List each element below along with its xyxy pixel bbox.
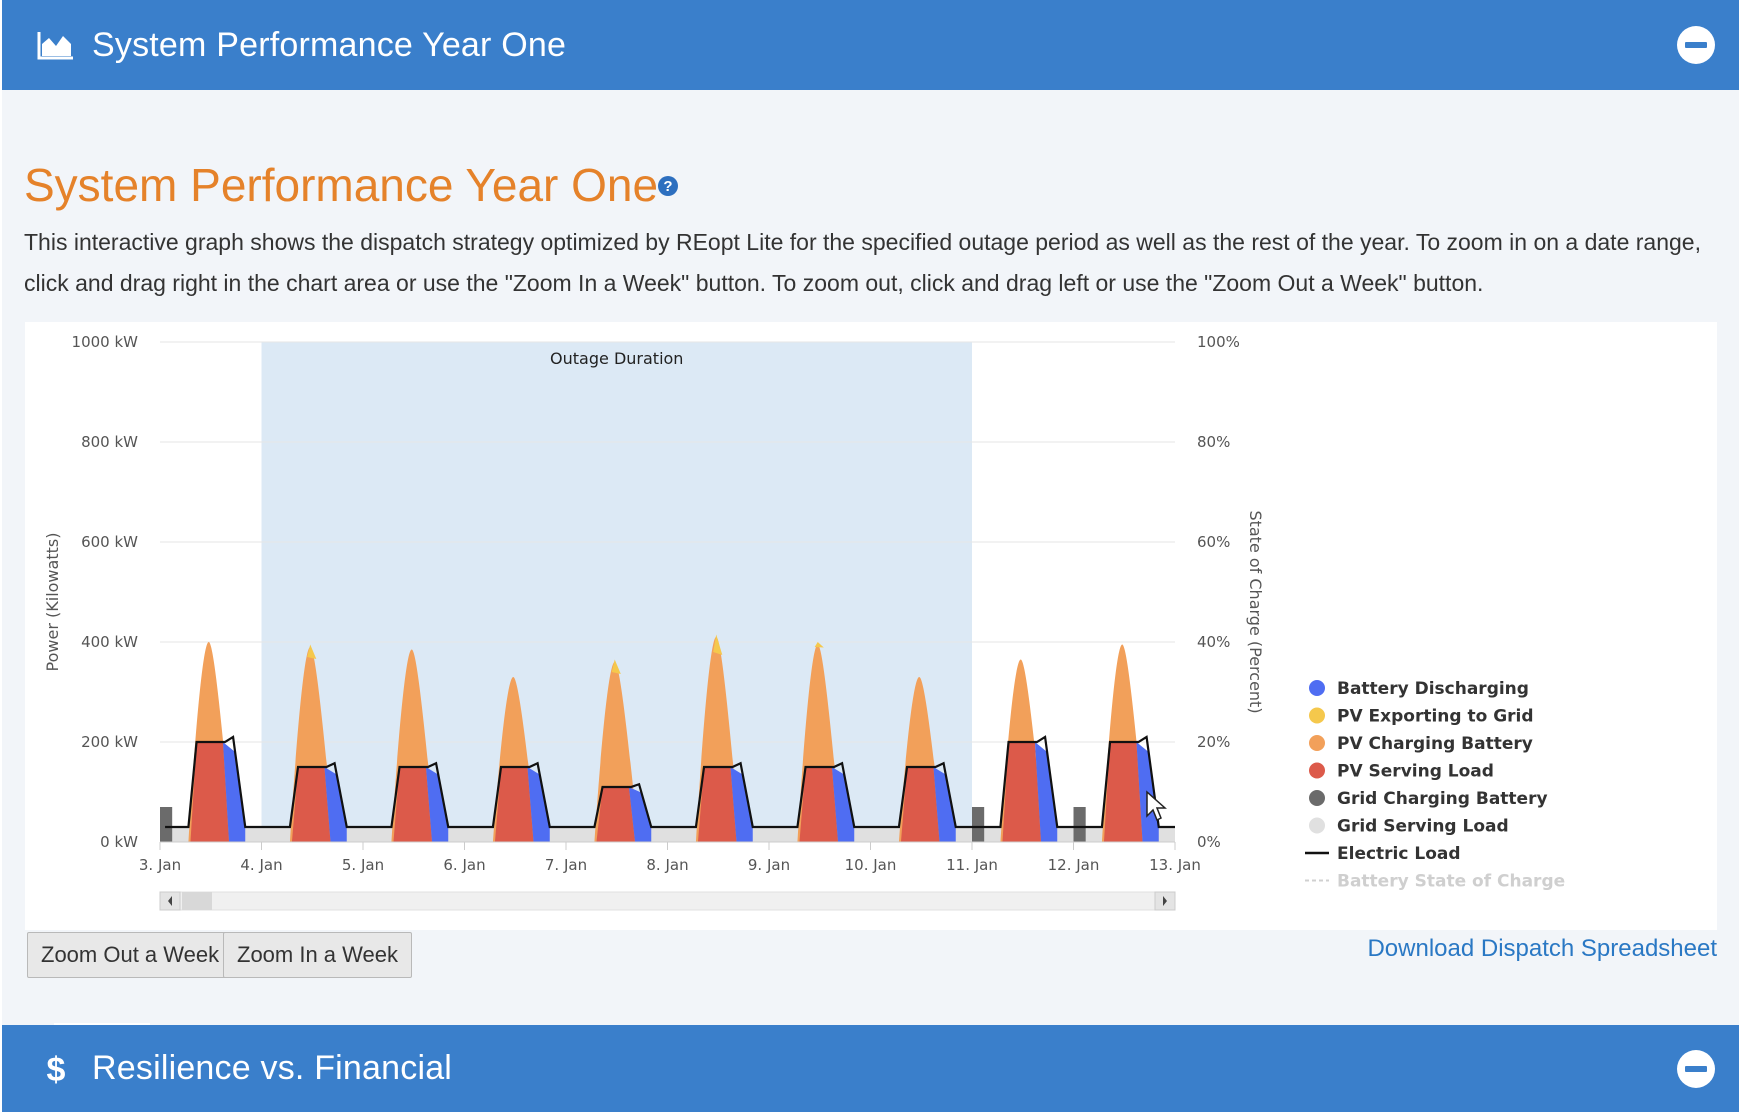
grid-charging-area: [1073, 807, 1086, 842]
x-tick-label: 4. Jan: [240, 856, 282, 874]
tab-indicator: [54, 1023, 150, 1025]
scroll-right-arrow-icon: [1163, 896, 1167, 906]
svg-text:$: $: [47, 1051, 66, 1087]
pv-exporting-area: [307, 644, 317, 659]
battery-discharging-area: [730, 767, 753, 842]
section-title: System Performance Year One: [24, 159, 659, 211]
dispatch-chart[interactable]: Outage Duration 1000 kW 100% 800 kW 80% 600 k…: [25, 322, 1717, 930]
battery-discharging-area: [425, 767, 449, 842]
x-tick-label: 10. Jan: [845, 856, 897, 874]
pv-serving-load-area: [799, 767, 839, 842]
battery-discharging-area: [324, 767, 347, 842]
pv-serving-load-area: [393, 767, 433, 842]
pv-serving-load-area: [1002, 742, 1042, 842]
y-left-tick-label: 400 kW: [81, 633, 138, 651]
legend-marker: [1309, 735, 1325, 751]
pv-serving-load-area: [900, 767, 940, 842]
y-left-axis-title: Power (Kilowatts): [43, 533, 62, 672]
battery-discharging-area: [1034, 742, 1058, 842]
outage-label: Outage Duration: [550, 349, 683, 368]
panel-title: System Performance Year One: [92, 25, 567, 64]
battery-discharging-area: [527, 767, 550, 842]
legend-item-label: Grid Serving Load: [1337, 817, 1509, 837]
x-tick-label: 7. Jan: [545, 856, 587, 874]
y-left-tick-label: 600 kW: [81, 533, 138, 551]
legend-marker: [1309, 762, 1325, 779]
pv-serving-load-area: [596, 787, 636, 842]
download-dispatch-link[interactable]: Download Dispatch Spreadsheet: [1367, 935, 1717, 962]
y-right-tick-label: 0%: [1197, 833, 1221, 851]
y-left-tick-label: 0 kW: [100, 833, 138, 851]
x-tick-label: 3. Jan: [139, 856, 181, 874]
x-tick-label: 11. Jan: [946, 856, 998, 874]
x-tick-label: 9. Jan: [748, 856, 790, 874]
legend-item-label: Battery State of Charge: [1337, 872, 1565, 892]
electric-load-line: [165, 735, 1175, 829]
y-right-tick-label: 40%: [1197, 633, 1230, 651]
grid-charging-area: [160, 807, 173, 842]
x-tick-label: 12. Jan: [1048, 856, 1100, 874]
dollar-icon: $: [34, 1051, 78, 1087]
zoom-out-week-button[interactable]: Zoom Out a Week: [27, 932, 234, 978]
legend-item-label: Grid Charging Battery: [1337, 789, 1548, 809]
y-right-axis-title: State of Charge (Percent): [1246, 510, 1265, 713]
y-right-tick-label: 20%: [1197, 733, 1230, 751]
legend-marker: [1309, 817, 1325, 834]
legend-marker: [1309, 680, 1325, 696]
y-left-tick-label: 800 kW: [81, 433, 138, 451]
legend-marker: [1309, 790, 1325, 806]
mouse-cursor-icon: [1145, 790, 1167, 827]
y-left-tick-label: 1000 kW: [72, 333, 139, 351]
battery-discharging-area: [628, 787, 652, 842]
section-description: This interactive graph shows the dispatc…: [24, 229, 1701, 296]
dispatch-chart-svg[interactable]: Outage Duration 1000 kW 100% 800 kW 80% 600 k…: [25, 322, 1717, 930]
collapse-minus-icon[interactable]: [1677, 1049, 1715, 1088]
battery-discharging-area: [831, 767, 855, 842]
x-tick-label: 5. Jan: [342, 856, 384, 874]
legend-marker: [1309, 707, 1325, 724]
pv-serving-load-area: [190, 742, 230, 842]
y-right-tick-label: 60%: [1197, 533, 1230, 551]
pv-exporting-area: [611, 659, 621, 674]
pv-serving-load-area: [494, 767, 534, 842]
zoom-in-week-button[interactable]: Zoom In a Week: [223, 932, 412, 978]
pv-serving-load-area: [1103, 742, 1143, 842]
pv-exporting-area: [713, 634, 723, 655]
legend-item-label: Battery Discharging: [1337, 679, 1529, 699]
scroll-left-arrow-icon: [168, 896, 172, 906]
legend-item-label: Electric Load: [1337, 844, 1461, 864]
y-left-tick-label: 200 kW: [81, 733, 138, 751]
area-chart-icon: [34, 27, 78, 63]
x-tick-label: 13. Jan: [1149, 856, 1201, 874]
x-tick-label: 6. Jan: [443, 856, 485, 874]
scroll-thumb: [182, 892, 212, 910]
battery-discharging-area: [933, 767, 956, 842]
system-performance-panel-header[interactable]: System Performance Year One: [2, 0, 1739, 90]
battery-discharging-area: [222, 742, 246, 842]
legend-item-label: PV Charging Battery: [1337, 734, 1533, 754]
y-right-tick-label: 100%: [1197, 333, 1240, 351]
scrollbar-track: [159, 891, 1176, 911]
x-tick-label: 8. Jan: [646, 856, 688, 874]
legend-item-label: PV Exporting to Grid: [1337, 707, 1534, 727]
pv-exporting-area: [814, 642, 824, 648]
resilience-panel-header[interactable]: $ Resilience vs. Financial: [2, 1025, 1739, 1112]
question-circle-icon[interactable]: ?: [658, 176, 678, 196]
pv-serving-load-area: [697, 767, 737, 842]
grid-charging-area: [972, 807, 985, 842]
collapse-minus-icon[interactable]: [1677, 26, 1715, 64]
panel-title: Resilience vs. Financial: [92, 1049, 453, 1087]
pv-serving-load-area: [291, 767, 331, 842]
y-right-tick-label: 80%: [1197, 433, 1230, 451]
legend-item-label: PV Serving Load: [1337, 762, 1494, 782]
